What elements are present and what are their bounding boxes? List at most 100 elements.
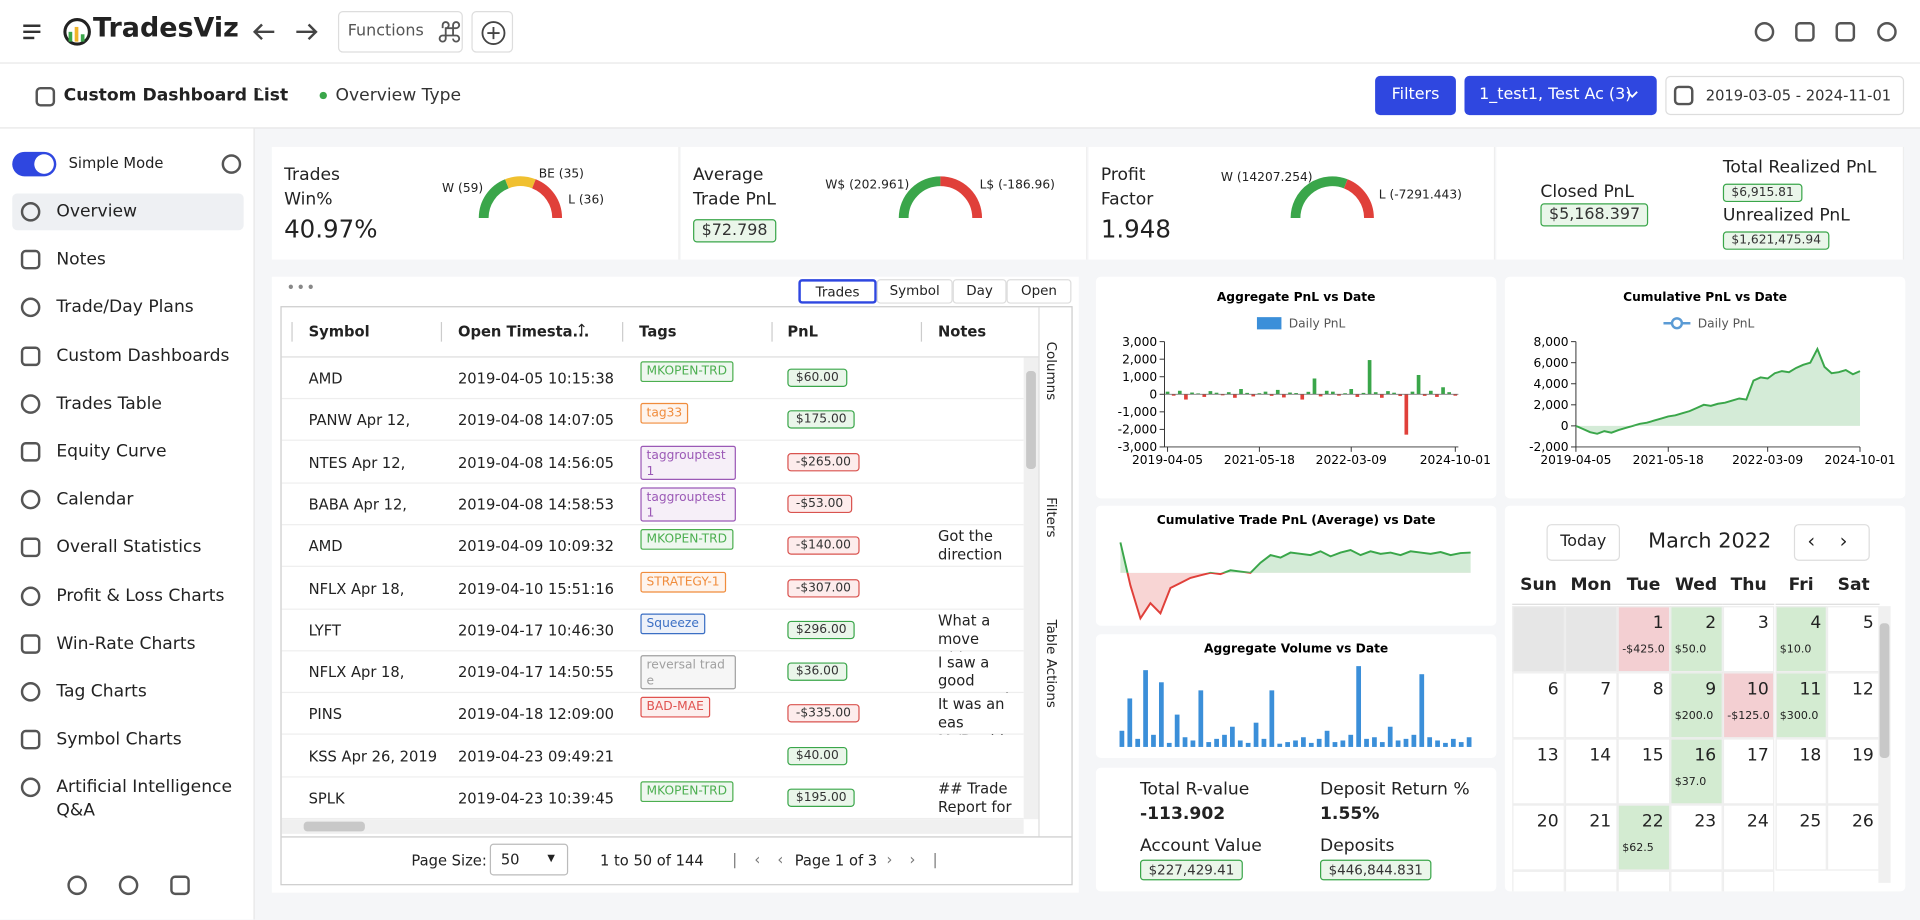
day-cell[interactable]: 2 $50.0 <box>1669 606 1723 673</box>
day-number: 17 <box>1746 745 1769 766</box>
day-cell[interactable]: 22 $62.5 <box>1617 804 1670 871</box>
filters-button[interactable]: Filters <box>1375 75 1456 116</box>
day-cell[interactable]: 21 <box>1564 804 1618 871</box>
side-tab[interactable]: Filters <box>1043 497 1060 538</box>
command-shape <box>438 21 461 43</box>
day-number: 16 <box>1694 745 1717 766</box>
nav-item[interactable]: Symbol Charts <box>56 730 182 750</box>
kpi-label: Trades Win% <box>284 165 340 210</box>
h-thumb <box>303 821 365 832</box>
nav-item[interactable]: Equity Curve <box>56 442 167 462</box>
day-cell[interactable]: 20 <box>1512 804 1565 871</box>
side-tab[interactable]: Table Actions <box>1043 619 1060 708</box>
day-number: 3 <box>1757 613 1769 634</box>
overview-select[interactable]: Overview Type <box>335 85 462 106</box>
side-tab[interactable]: Columns <box>1043 341 1060 401</box>
functions-button[interactable]: Functions <box>337 11 463 53</box>
day-cell[interactable]: 9 $200.0 <box>1669 672 1723 739</box>
column-header: Open Timesta... <box>457 323 590 341</box>
dashboard-select[interactable]: Custom Dashboard List <box>63 85 289 106</box>
area <box>1120 572 1471 619</box>
day-cell[interactable]: 23 <box>1669 804 1723 871</box>
bar <box>1237 740 1243 747</box>
nav-arrows <box>252 23 318 41</box>
line <box>1575 425 1637 435</box>
bar <box>1135 738 1141 747</box>
icon <box>20 298 41 318</box>
day-number: 2 <box>1705 613 1717 634</box>
nav-item[interactable]: Trade/Day Plans <box>56 298 194 318</box>
today-button[interactable]: Today <box>1546 524 1621 561</box>
day-cell[interactable]: 13 <box>1512 738 1565 805</box>
day-cell[interactable]: 14 <box>1564 738 1618 805</box>
gauge-segment <box>478 179 509 219</box>
nav-item[interactable]: Overall Statistics <box>56 538 202 558</box>
day-cell[interactable]: 12 <box>1827 672 1880 739</box>
day-cell[interactable]: 16 $37.0 <box>1669 738 1723 805</box>
nav-item[interactable]: Win-Rate Charts <box>56 634 196 654</box>
add-button[interactable] <box>471 11 514 53</box>
gauge-segment <box>1343 179 1374 219</box>
bar <box>1177 390 1182 395</box>
bar <box>1386 391 1390 395</box>
day-cell[interactable]: 7 <box>1564 672 1618 739</box>
gauge-segment <box>898 176 941 219</box>
bar <box>1171 394 1176 396</box>
bar <box>1222 734 1227 747</box>
day-cell[interactable]: 17 <box>1722 738 1775 805</box>
day-cell[interactable]: 25 <box>1774 804 1828 871</box>
day-cell[interactable]: 1 -$425.0 <box>1617 606 1670 673</box>
nav-item[interactable]: Notes <box>56 250 106 270</box>
cal-nav[interactable]: ‹› <box>1793 524 1870 561</box>
nav-item[interactable]: Custom Dashboards <box>56 346 230 366</box>
day-pnl: $10.0 <box>1779 644 1812 657</box>
cell-symbol: KSS Apr 26, 2019 <box>308 747 438 765</box>
page-size[interactable]: 50 ▼ <box>489 843 569 876</box>
day-cell[interactable]: 18 <box>1774 738 1828 805</box>
nav-item[interactable]: Tag Charts <box>56 682 147 702</box>
kpi-label: Closed PnL <box>1540 182 1634 203</box>
nav-item[interactable]: Calendar <box>56 490 134 510</box>
day-cell[interactable]: 3 <box>1722 606 1775 673</box>
day-cell[interactable]: 24 <box>1722 804 1775 871</box>
date-range[interactable]: 2019-03-05 - 2024-11-01 <box>1665 75 1905 116</box>
status-dot <box>319 91 327 100</box>
tag: taggrouptest1 <box>640 445 736 480</box>
badge: -$140.00 <box>787 536 860 555</box>
nav-item[interactable]: Profit & Loss Charts <box>56 586 225 606</box>
tab[interactable]: Symbol <box>876 279 953 304</box>
badge: $60.00 <box>787 368 848 387</box>
nav-item[interactable]: Trades Table <box>56 394 162 414</box>
day-cell[interactable]: 11 $300.0 <box>1774 672 1828 739</box>
col-sep <box>440 322 443 342</box>
day-cell[interactable]: 26 <box>1827 804 1880 871</box>
account-button[interactable]: 1_test1, Test Ac (3) <box>1464 75 1657 116</box>
brand: TradesViz <box>93 13 239 45</box>
bar <box>1380 394 1384 398</box>
icon-shape <box>35 86 56 107</box>
nav-item[interactable]: Overview <box>56 202 138 222</box>
topbar <box>0 0 1920 64</box>
tab[interactable]: Trades <box>798 279 877 304</box>
chart: Cumulative PnL vs Date Daily PnL 8,000 6,00… <box>1529 290 1895 467</box>
column-header: Symbol <box>308 323 370 341</box>
day-cell[interactable]: 19 <box>1827 738 1880 805</box>
day-cell[interactable]: 8 <box>1617 672 1670 739</box>
day-cell[interactable]: 4 $10.0 <box>1774 606 1828 673</box>
tab[interactable]: Open <box>1006 279 1072 304</box>
y-tick-label: 0 <box>1149 388 1157 402</box>
nav-item[interactable]: Artificial Intelligence Q&A <box>56 778 233 821</box>
day-cell[interactable]: 10 -$125.0 <box>1722 672 1775 739</box>
tab[interactable]: Day <box>952 279 1007 304</box>
icon <box>20 682 41 702</box>
bar <box>1411 734 1417 747</box>
chart: Aggregate PnL vs Date Daily PnL 3,000 2,000… <box>1118 290 1491 467</box>
y-tick-label: 1,000 <box>1122 370 1157 384</box>
day-cell[interactable]: 15 <box>1617 738 1670 805</box>
day-cell[interactable]: 6 <box>1512 672 1565 739</box>
day-cell[interactable]: 5 <box>1827 606 1880 673</box>
chevron <box>1626 91 1638 99</box>
cell-time: 2019-04-08 14:56:05 <box>457 453 615 471</box>
kpi-label: W (14207.254) <box>1220 171 1313 185</box>
mode-toggle[interactable] <box>12 151 57 177</box>
